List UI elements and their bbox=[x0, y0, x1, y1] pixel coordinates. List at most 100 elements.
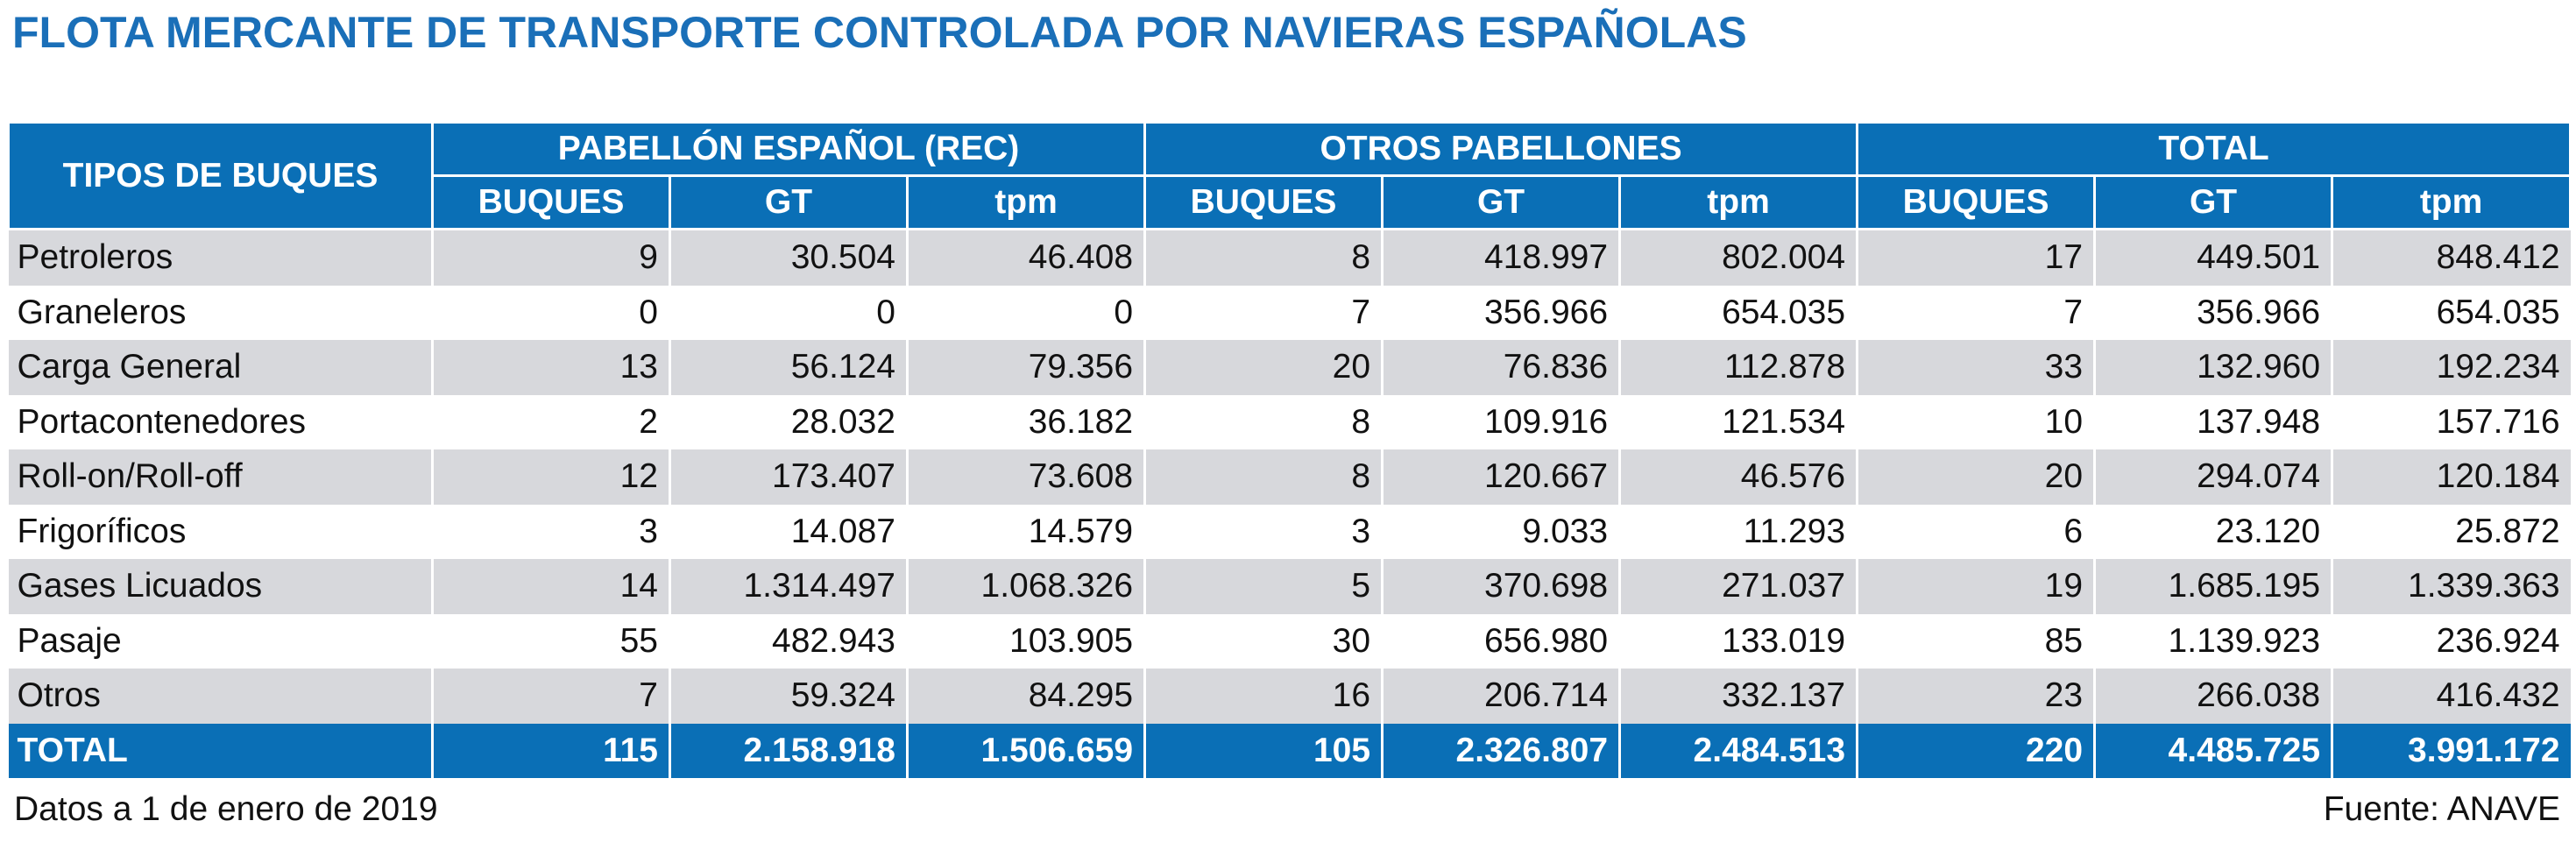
cell-value: 449.501 bbox=[2093, 229, 2332, 286]
total-value: 220 bbox=[1856, 723, 2095, 778]
cell-value: 206.714 bbox=[1381, 669, 1620, 724]
table-row: Portacontenedores 2 28.032 36.182 8 109.… bbox=[8, 394, 2571, 449]
total-value: 2.484.513 bbox=[1618, 723, 1858, 778]
cell-value: 46.576 bbox=[1618, 449, 1858, 505]
row-type: Roll-on/Roll-off bbox=[8, 449, 433, 505]
cell-value: 46.408 bbox=[905, 229, 1145, 286]
cell-value: 14.579 bbox=[905, 504, 1145, 559]
cell-value: 5 bbox=[1143, 559, 1383, 614]
cell-value: 6 bbox=[1856, 504, 2095, 559]
table-row: Carga General 13 56.124 79.356 20 76.836… bbox=[8, 340, 2571, 395]
cell-value: 17 bbox=[1856, 229, 2095, 286]
cell-value: 30.504 bbox=[669, 229, 908, 286]
cell-value: 7 bbox=[431, 669, 670, 724]
total-value: 1.506.659 bbox=[905, 723, 1145, 778]
cell-value: 3 bbox=[1143, 504, 1383, 559]
table-row: Otros 7 59.324 84.295 16 206.714 332.137… bbox=[8, 669, 2571, 724]
row-type: Graneleros bbox=[8, 285, 433, 340]
cell-value: 1.339.363 bbox=[2331, 559, 2571, 614]
row-type: Frigoríficos bbox=[8, 504, 433, 559]
table-row: Roll-on/Roll-off 12 173.407 73.608 8 120… bbox=[8, 449, 2571, 505]
header-gt: GT bbox=[1381, 174, 1622, 230]
header-tpm: tpm bbox=[2331, 174, 2572, 230]
cell-value: 112.878 bbox=[1618, 340, 1858, 395]
cell-value: 9.033 bbox=[1381, 504, 1620, 559]
cell-value: 8 bbox=[1143, 229, 1383, 286]
header-row-subcolumns: BUQUES GT tpm BUQUES GT tpm BUQUES GT tp… bbox=[9, 174, 2572, 230]
cell-value: 294.074 bbox=[2093, 449, 2332, 505]
cell-value: 1.068.326 bbox=[905, 559, 1145, 614]
header-row-label: TIPOS DE BUQUES bbox=[7, 121, 434, 230]
cell-value: 7 bbox=[1856, 285, 2095, 340]
cell-value: 16 bbox=[1143, 669, 1383, 724]
cell-value: 356.966 bbox=[1381, 285, 1620, 340]
cell-value: 84.295 bbox=[905, 669, 1145, 724]
cell-value: 103.905 bbox=[905, 613, 1145, 669]
cell-value: 12 bbox=[431, 449, 670, 505]
cell-value: 0 bbox=[905, 285, 1145, 340]
cell-value: 2 bbox=[431, 394, 670, 449]
total-value: 2.158.918 bbox=[669, 723, 908, 778]
cell-value: 120.667 bbox=[1381, 449, 1620, 505]
table-row: Graneleros 0 0 0 7 356.966 654.035 7 356… bbox=[8, 285, 2571, 340]
cell-value: 370.698 bbox=[1381, 559, 1620, 614]
cell-value: 8 bbox=[1143, 394, 1383, 449]
fleet-table: TIPOS DE BUQUES PABELLÓN ESPAÑOL (REC) O… bbox=[7, 121, 2572, 778]
cell-value: 848.412 bbox=[2331, 229, 2571, 286]
cell-value: 33 bbox=[1856, 340, 2095, 395]
cell-value: 59.324 bbox=[669, 669, 908, 724]
source-note: Fuente: ANAVE bbox=[2323, 790, 2560, 828]
header-tpm: tpm bbox=[1618, 174, 1859, 230]
row-type: Gases Licuados bbox=[8, 559, 433, 614]
cell-value: 654.035 bbox=[1618, 285, 1858, 340]
row-type: Portacontenedores bbox=[8, 394, 433, 449]
cell-value: 173.407 bbox=[669, 449, 908, 505]
header-buques: BUQUES bbox=[1856, 174, 2097, 230]
cell-value: 7 bbox=[1143, 285, 1383, 340]
cell-value: 19 bbox=[1856, 559, 2095, 614]
cell-value: 55 bbox=[431, 613, 670, 669]
cell-value: 654.035 bbox=[2331, 285, 2571, 340]
cell-value: 356.966 bbox=[2093, 285, 2332, 340]
cell-value: 14.087 bbox=[669, 504, 908, 559]
row-type: Pasaje bbox=[8, 613, 433, 669]
cell-value: 25.872 bbox=[2331, 504, 2571, 559]
header-row-groups: TIPOS DE BUQUES PABELLÓN ESPAÑOL (REC) O… bbox=[7, 121, 2572, 230]
cell-value: 23.120 bbox=[2093, 504, 2332, 559]
header-tpm: tpm bbox=[905, 174, 1147, 230]
cell-value: 133.019 bbox=[1618, 613, 1858, 669]
page-title: FLOTA MERCANTE DE TRANSPORTE CONTROLADA … bbox=[12, 8, 1747, 57]
cell-value: 416.432 bbox=[2331, 669, 2571, 724]
cell-value: 76.836 bbox=[1381, 340, 1620, 395]
cell-value: 28.032 bbox=[669, 394, 908, 449]
cell-value: 120.184 bbox=[2331, 449, 2571, 505]
row-type: Petroleros bbox=[8, 229, 433, 286]
header-buques: BUQUES bbox=[431, 174, 671, 230]
cell-value: 3 bbox=[431, 504, 670, 559]
header-group-spanish-flag: PABELLÓN ESPAÑOL (REC) bbox=[430, 121, 1147, 177]
cell-value: 9 bbox=[431, 229, 670, 286]
cell-value: 14 bbox=[431, 559, 670, 614]
total-row: TOTAL 115 2.158.918 1.506.659 105 2.326.… bbox=[8, 723, 2571, 778]
header-gt: GT bbox=[669, 174, 909, 230]
total-value: 105 bbox=[1143, 723, 1383, 778]
table-row: Pasaje 55 482.943 103.905 30 656.980 133… bbox=[8, 613, 2571, 669]
cell-value: 418.997 bbox=[1381, 229, 1620, 286]
total-value: 115 bbox=[431, 723, 670, 778]
cell-value: 56.124 bbox=[669, 340, 908, 395]
cell-value: 11.293 bbox=[1618, 504, 1858, 559]
cell-value: 1.139.923 bbox=[2093, 613, 2332, 669]
cell-value: 332.137 bbox=[1618, 669, 1858, 724]
cell-value: 36.182 bbox=[905, 394, 1145, 449]
total-value: 4.485.725 bbox=[2093, 723, 2332, 778]
cell-value: 802.004 bbox=[1618, 229, 1858, 286]
header-buques: BUQUES bbox=[1143, 174, 1384, 230]
total-label: TOTAL bbox=[8, 723, 433, 778]
table-row: Frigoríficos 3 14.087 14.579 3 9.033 11.… bbox=[8, 504, 2571, 559]
cell-value: 157.716 bbox=[2331, 394, 2571, 449]
cell-value: 482.943 bbox=[669, 613, 908, 669]
cell-value: 20 bbox=[1856, 449, 2095, 505]
row-type: Carga General bbox=[8, 340, 433, 395]
table-row: Petroleros 9 30.504 46.408 8 418.997 802… bbox=[8, 229, 2571, 286]
header-group-other-flags: OTROS PABELLONES bbox=[1143, 121, 1859, 177]
